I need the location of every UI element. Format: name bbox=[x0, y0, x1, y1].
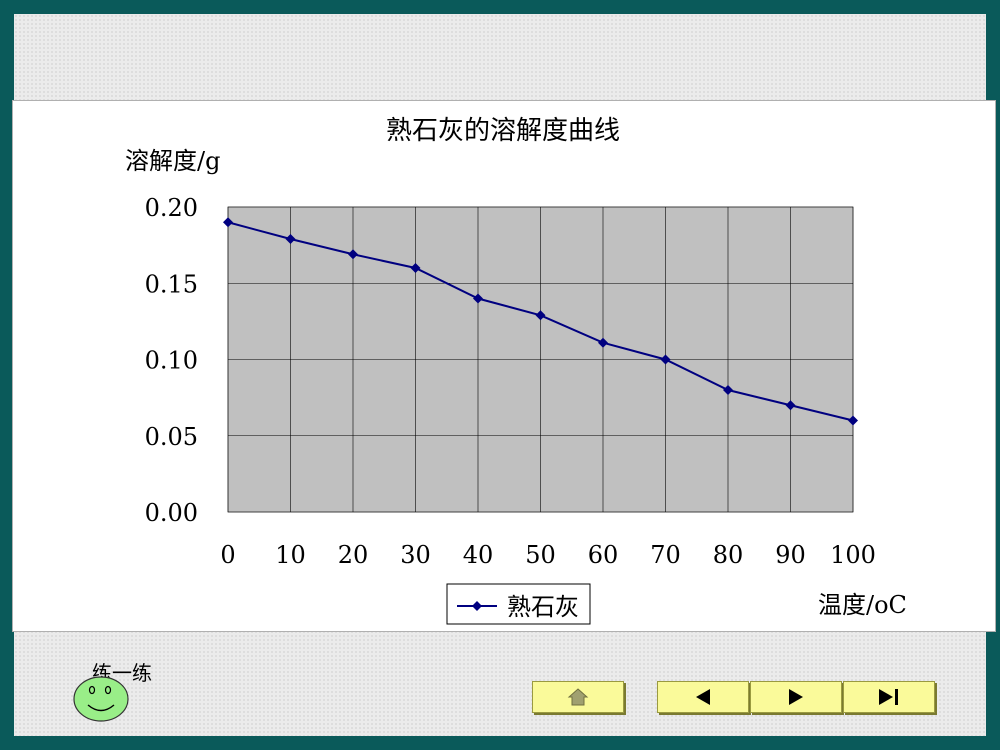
x-tick-label: 80 bbox=[713, 541, 744, 569]
y-tick-label: 0.20 bbox=[145, 194, 198, 222]
data-point-marker bbox=[723, 385, 733, 395]
x-tick-label: 0 bbox=[220, 541, 235, 569]
y-tick-labels: 0.00 0.05 0.10 0.15 0.20 bbox=[145, 194, 198, 527]
data-point-marker bbox=[785, 400, 796, 411]
y-tick-label: 0.15 bbox=[145, 270, 198, 298]
legend-label: 熟石灰 bbox=[507, 593, 579, 621]
x-tick-label: 90 bbox=[775, 541, 806, 569]
home-icon bbox=[567, 688, 589, 706]
chart-panel: 熟石灰的溶解度曲线 溶解度/g 0.00 0.05 0.10 0.15 0.20 0 10… bbox=[12, 100, 996, 632]
home-button[interactable] bbox=[532, 681, 624, 713]
last-page-button[interactable] bbox=[843, 681, 935, 713]
legend-box bbox=[446, 583, 591, 625]
last-page-icon bbox=[879, 689, 898, 705]
chart-svg: 熟石灰的溶解度曲线 溶解度/g 0.00 0.05 0.10 0.15 0.20 0 10… bbox=[125, 116, 907, 625]
x-tick-label: 30 bbox=[400, 541, 431, 569]
data-point-marker bbox=[348, 249, 358, 260]
data-point-marker bbox=[660, 354, 671, 365]
x-tick-label: 60 bbox=[588, 541, 619, 569]
legend-marker bbox=[472, 601, 482, 611]
x-tick-label: 100 bbox=[830, 541, 876, 569]
next-arrow-icon bbox=[789, 689, 803, 705]
x-tick-label: 10 bbox=[275, 541, 306, 569]
data-point-marker bbox=[223, 217, 233, 228]
x-tick-labels: 0 10 20 30 40 50 60 70 80 90 100 bbox=[220, 541, 876, 569]
next-button[interactable] bbox=[750, 681, 842, 713]
data-point-marker bbox=[473, 293, 483, 304]
data-point-marker bbox=[285, 234, 296, 245]
data-point-marker bbox=[535, 310, 546, 321]
series-layer bbox=[223, 217, 858, 426]
data-point-marker bbox=[848, 415, 858, 426]
y-tick-label: 0.10 bbox=[145, 347, 198, 375]
x-axis-label: 温度/oC bbox=[818, 591, 907, 619]
chart-legend: 熟石灰 bbox=[446, 583, 591, 625]
x-tick-label: 50 bbox=[525, 541, 556, 569]
smiley-face-icon[interactable] bbox=[73, 676, 129, 722]
prev-arrow-icon bbox=[696, 689, 710, 705]
chart-title: 熟石灰的溶解度曲线 bbox=[386, 116, 620, 146]
y-tick-label: 0.00 bbox=[145, 499, 198, 527]
prev-button[interactable] bbox=[657, 681, 749, 713]
x-tick-label: 40 bbox=[463, 541, 494, 569]
data-point-marker bbox=[410, 263, 421, 273]
y-tick-label: 0.05 bbox=[145, 423, 198, 451]
x-tick-label: 20 bbox=[338, 541, 369, 569]
data-point-marker bbox=[598, 337, 608, 348]
x-tick-label: 70 bbox=[650, 541, 681, 569]
y-axis-label: 溶解度/g bbox=[125, 147, 220, 175]
